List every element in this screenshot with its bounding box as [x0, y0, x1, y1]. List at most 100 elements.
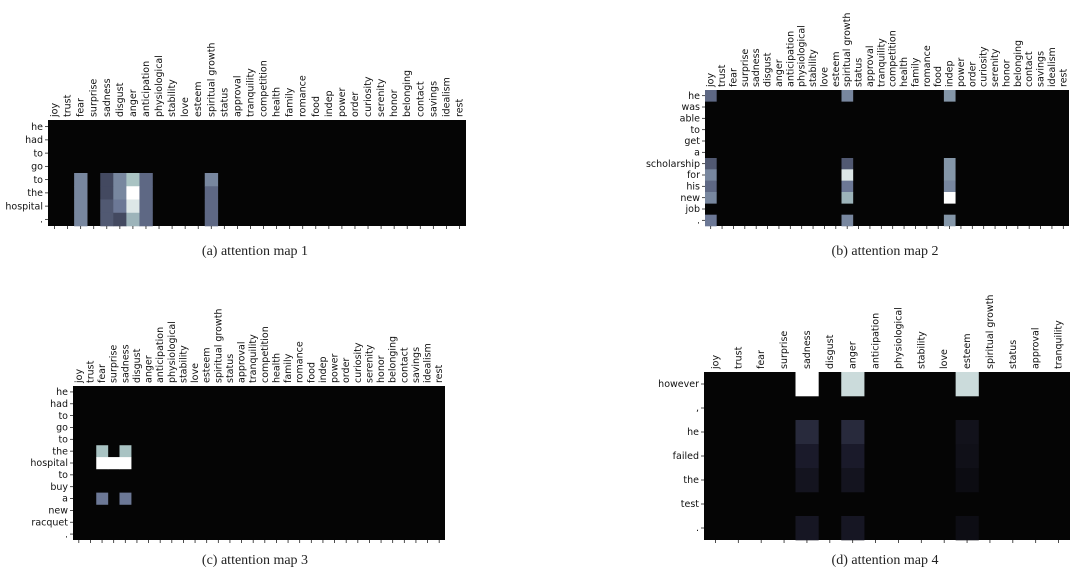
column-label: tranquility — [248, 334, 259, 383]
column-label: surprise — [779, 331, 790, 369]
heatmap-cell — [943, 90, 956, 102]
column-label: belonging — [402, 70, 413, 117]
column-label: indep — [318, 356, 329, 383]
heatmap-cell — [100, 173, 114, 187]
heatmap-cell — [74, 199, 88, 214]
heatmap-cell — [841, 180, 854, 193]
heatmap-cell — [705, 192, 717, 204]
row-label: hospital — [5, 201, 43, 212]
row-label: the — [27, 188, 43, 199]
column-label: power — [330, 354, 341, 383]
heatmap-cell — [100, 186, 114, 200]
heatmap-cell — [795, 468, 819, 493]
heatmap-cell — [795, 372, 819, 397]
row-label: had — [25, 135, 43, 146]
column-label: power — [956, 58, 967, 87]
column-label: spiritual growth — [213, 309, 224, 383]
column-label: curiosity — [353, 342, 364, 383]
heatmap-cell — [139, 199, 153, 214]
column-label: love — [819, 67, 830, 87]
heatmap-cell — [100, 199, 114, 214]
column-label: rest — [455, 99, 466, 117]
heatmap-cell — [841, 516, 865, 541]
column-label: physiological — [797, 25, 808, 87]
column-label: surprise — [109, 345, 120, 383]
column-label: savings — [428, 81, 439, 117]
heatmap-cell — [204, 173, 219, 187]
column-label: love — [180, 97, 191, 117]
heatmap-cell — [126, 186, 140, 200]
column-label: physiological — [167, 321, 178, 383]
row-label: to — [690, 125, 700, 136]
column-label: status — [225, 354, 236, 383]
column-label: competition — [260, 326, 271, 383]
column-label: anger — [128, 89, 139, 117]
heatmap-cell — [139, 173, 153, 187]
attention-map-2: joy trust fear surprise sadness disgust anger a… — [646, 13, 1069, 259]
heatmap-cell — [204, 212, 219, 227]
row-label: however — [658, 379, 699, 390]
column-label: order — [350, 92, 361, 117]
column-label: joy — [74, 369, 85, 384]
column-label: rest — [1058, 69, 1069, 87]
row-label: . — [696, 523, 699, 534]
column-label: love — [190, 363, 201, 383]
attention-map-4: joy trust fear surprise sadness disgust anger a… — [658, 295, 1070, 568]
column-label: idealism — [1047, 47, 1058, 87]
column-label: romance — [922, 45, 933, 87]
column-label: food — [311, 96, 322, 117]
column-label: stability — [178, 345, 189, 383]
column-label: contact — [1024, 51, 1035, 87]
row-label: go — [31, 162, 43, 173]
heatmap-cell — [943, 180, 956, 193]
column-label: esteem — [193, 82, 204, 117]
column-label: belonging — [1013, 40, 1024, 87]
column-label: honor — [1001, 59, 1012, 87]
column-label: approval — [237, 342, 248, 383]
heatmap-cell — [955, 420, 979, 445]
column-label: idealism — [441, 77, 452, 117]
heatmap-background — [704, 372, 1070, 540]
row-label: had — [50, 399, 68, 410]
row-label: buy — [50, 482, 68, 493]
column-label: esteem — [831, 52, 842, 87]
column-label: surprise — [89, 79, 100, 117]
row-label: . — [65, 529, 68, 540]
column-label: savings — [411, 347, 422, 383]
row-label: was — [681, 102, 700, 113]
column-label: trust — [733, 346, 744, 369]
column-label: disgust — [763, 52, 774, 87]
column-label: anger — [848, 341, 859, 369]
column-label: spiritual growth — [206, 43, 217, 117]
column-label: sadness — [751, 48, 762, 87]
column-label: status — [219, 88, 230, 117]
column-label: health — [899, 57, 910, 87]
row-label: his — [686, 182, 700, 193]
heatmap-cell — [113, 186, 127, 200]
heatmap-cell — [139, 186, 153, 200]
heatmap-cell — [841, 420, 865, 445]
column-label: rest — [434, 365, 445, 383]
heatmap-cell — [204, 199, 219, 214]
column-label: surprise — [740, 49, 751, 87]
column-label: status — [1008, 340, 1019, 369]
row-label: to — [58, 470, 68, 481]
figure-caption: (b) attention map 2 — [832, 244, 939, 259]
column-label: joy — [50, 103, 61, 118]
column-label: spiritual growth — [985, 295, 996, 369]
column-label: health — [271, 353, 282, 383]
column-label: sadness — [802, 330, 813, 369]
column-label: approval — [1031, 328, 1042, 369]
column-label: serenity — [376, 78, 387, 117]
heatmap-cell — [705, 214, 717, 227]
column-label: stability — [167, 79, 178, 117]
column-label: anticipation — [155, 327, 166, 383]
column-label: approval — [232, 76, 243, 117]
row-label: hospital — [30, 458, 68, 469]
column-label: tranquility — [876, 38, 887, 87]
figure-caption: (a) attention map 1 — [202, 244, 308, 259]
heatmap-cell — [705, 169, 717, 181]
row-label: he — [688, 91, 700, 102]
column-label: contact — [415, 81, 426, 117]
